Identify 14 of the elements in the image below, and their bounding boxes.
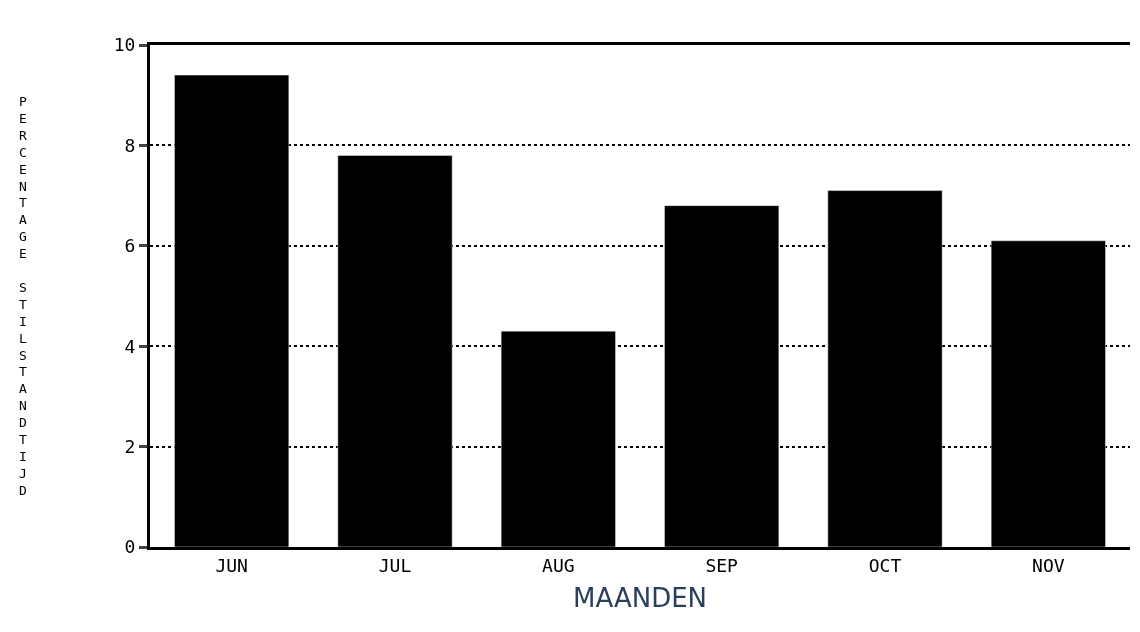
x-tick-label: AUG [542, 554, 575, 576]
x-tick-label: JUN [215, 554, 248, 576]
x-tick-label: SEP [705, 554, 739, 576]
y-tick-label: 10 [113, 34, 136, 56]
x-tick-label: OCT [868, 554, 902, 576]
x-axis-title: MAANDEN [572, 583, 708, 614]
y-tick-label: 6 [124, 235, 136, 257]
y-tick-label: 2 [124, 435, 136, 457]
y-tick-label: 0 [124, 536, 136, 558]
x-tick-label: JUL [378, 554, 412, 576]
y-tick-label: 4 [124, 335, 136, 357]
x-tick-label: NOV [1032, 554, 1065, 576]
text: PERCENTAGE STILSTANDTIJD [19, 94, 27, 498]
y-tick-label: 8 [124, 134, 136, 156]
